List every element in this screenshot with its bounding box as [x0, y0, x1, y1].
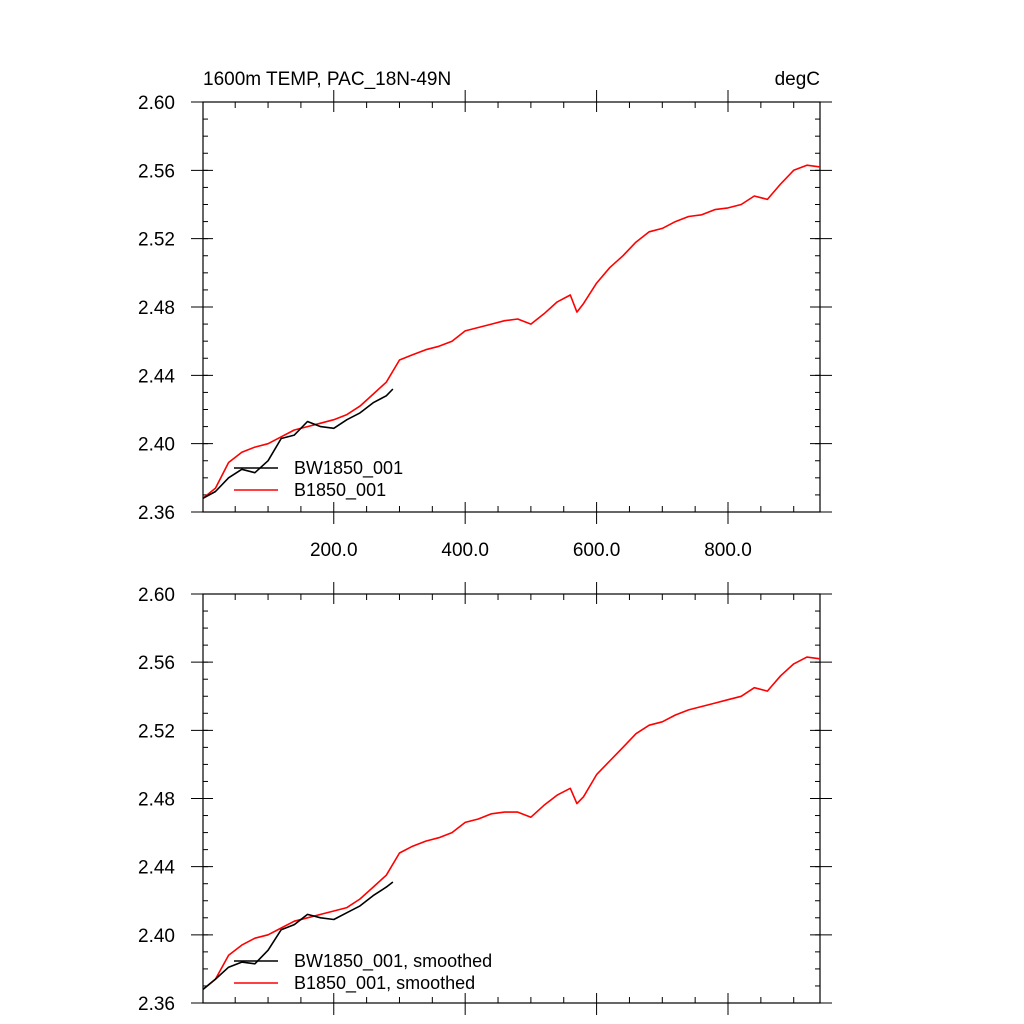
y-tick-label: 2.48 — [138, 298, 175, 319]
legend-label: BW1850_001, smoothed — [294, 951, 492, 972]
top-panel: 1600m TEMP, PAC_18N-49N degC 2.36 2.40 2.4… — [138, 69, 832, 561]
units-label: degC — [775, 69, 820, 90]
x-tick-label: 800.0 — [704, 540, 752, 561]
y-tick-label: 2.48 — [138, 790, 175, 811]
y-tick-label: 2.56 — [138, 161, 175, 182]
y-tick-label: 2.36 — [138, 503, 175, 524]
y-tick-label: 2.60 — [138, 585, 175, 606]
x-tick-label: 200.0 — [310, 540, 358, 561]
y-tick-label: 2.40 — [138, 926, 175, 947]
series-line-red — [203, 656, 820, 991]
plot-frame — [202, 593, 821, 1004]
y-tick-label: 2.44 — [138, 366, 175, 387]
x-tick-label: 400.0 — [441, 540, 489, 561]
legend-label: B1850_001, smoothed — [294, 973, 475, 994]
y-tick-label: 2.40 — [138, 435, 175, 456]
series-line-black — [203, 881, 394, 991]
series-line-black — [203, 388, 394, 500]
x-tick-label: 600.0 — [573, 540, 621, 561]
y-tick-label: 2.52 — [138, 721, 175, 742]
y-tick-label: 2.60 — [138, 93, 175, 114]
series-line-red — [203, 164, 820, 499]
y-tick-label: 2.44 — [138, 858, 175, 879]
y-tick-label: 2.56 — [138, 653, 175, 674]
chart-title: 1600m TEMP, PAC_18N-49N — [203, 69, 451, 90]
y-tick-label: 2.52 — [138, 230, 175, 251]
bottom-panel: 2.36 2.40 2.44 2.48 2.52 2.56 2.60 BW1850_001, … — [138, 582, 832, 1015]
legend-label: BW1850_001 — [294, 458, 403, 479]
legend-label: B1850_001 — [294, 480, 386, 501]
plot-frame — [202, 101, 821, 513]
y-tick-label: 2.36 — [138, 994, 175, 1015]
